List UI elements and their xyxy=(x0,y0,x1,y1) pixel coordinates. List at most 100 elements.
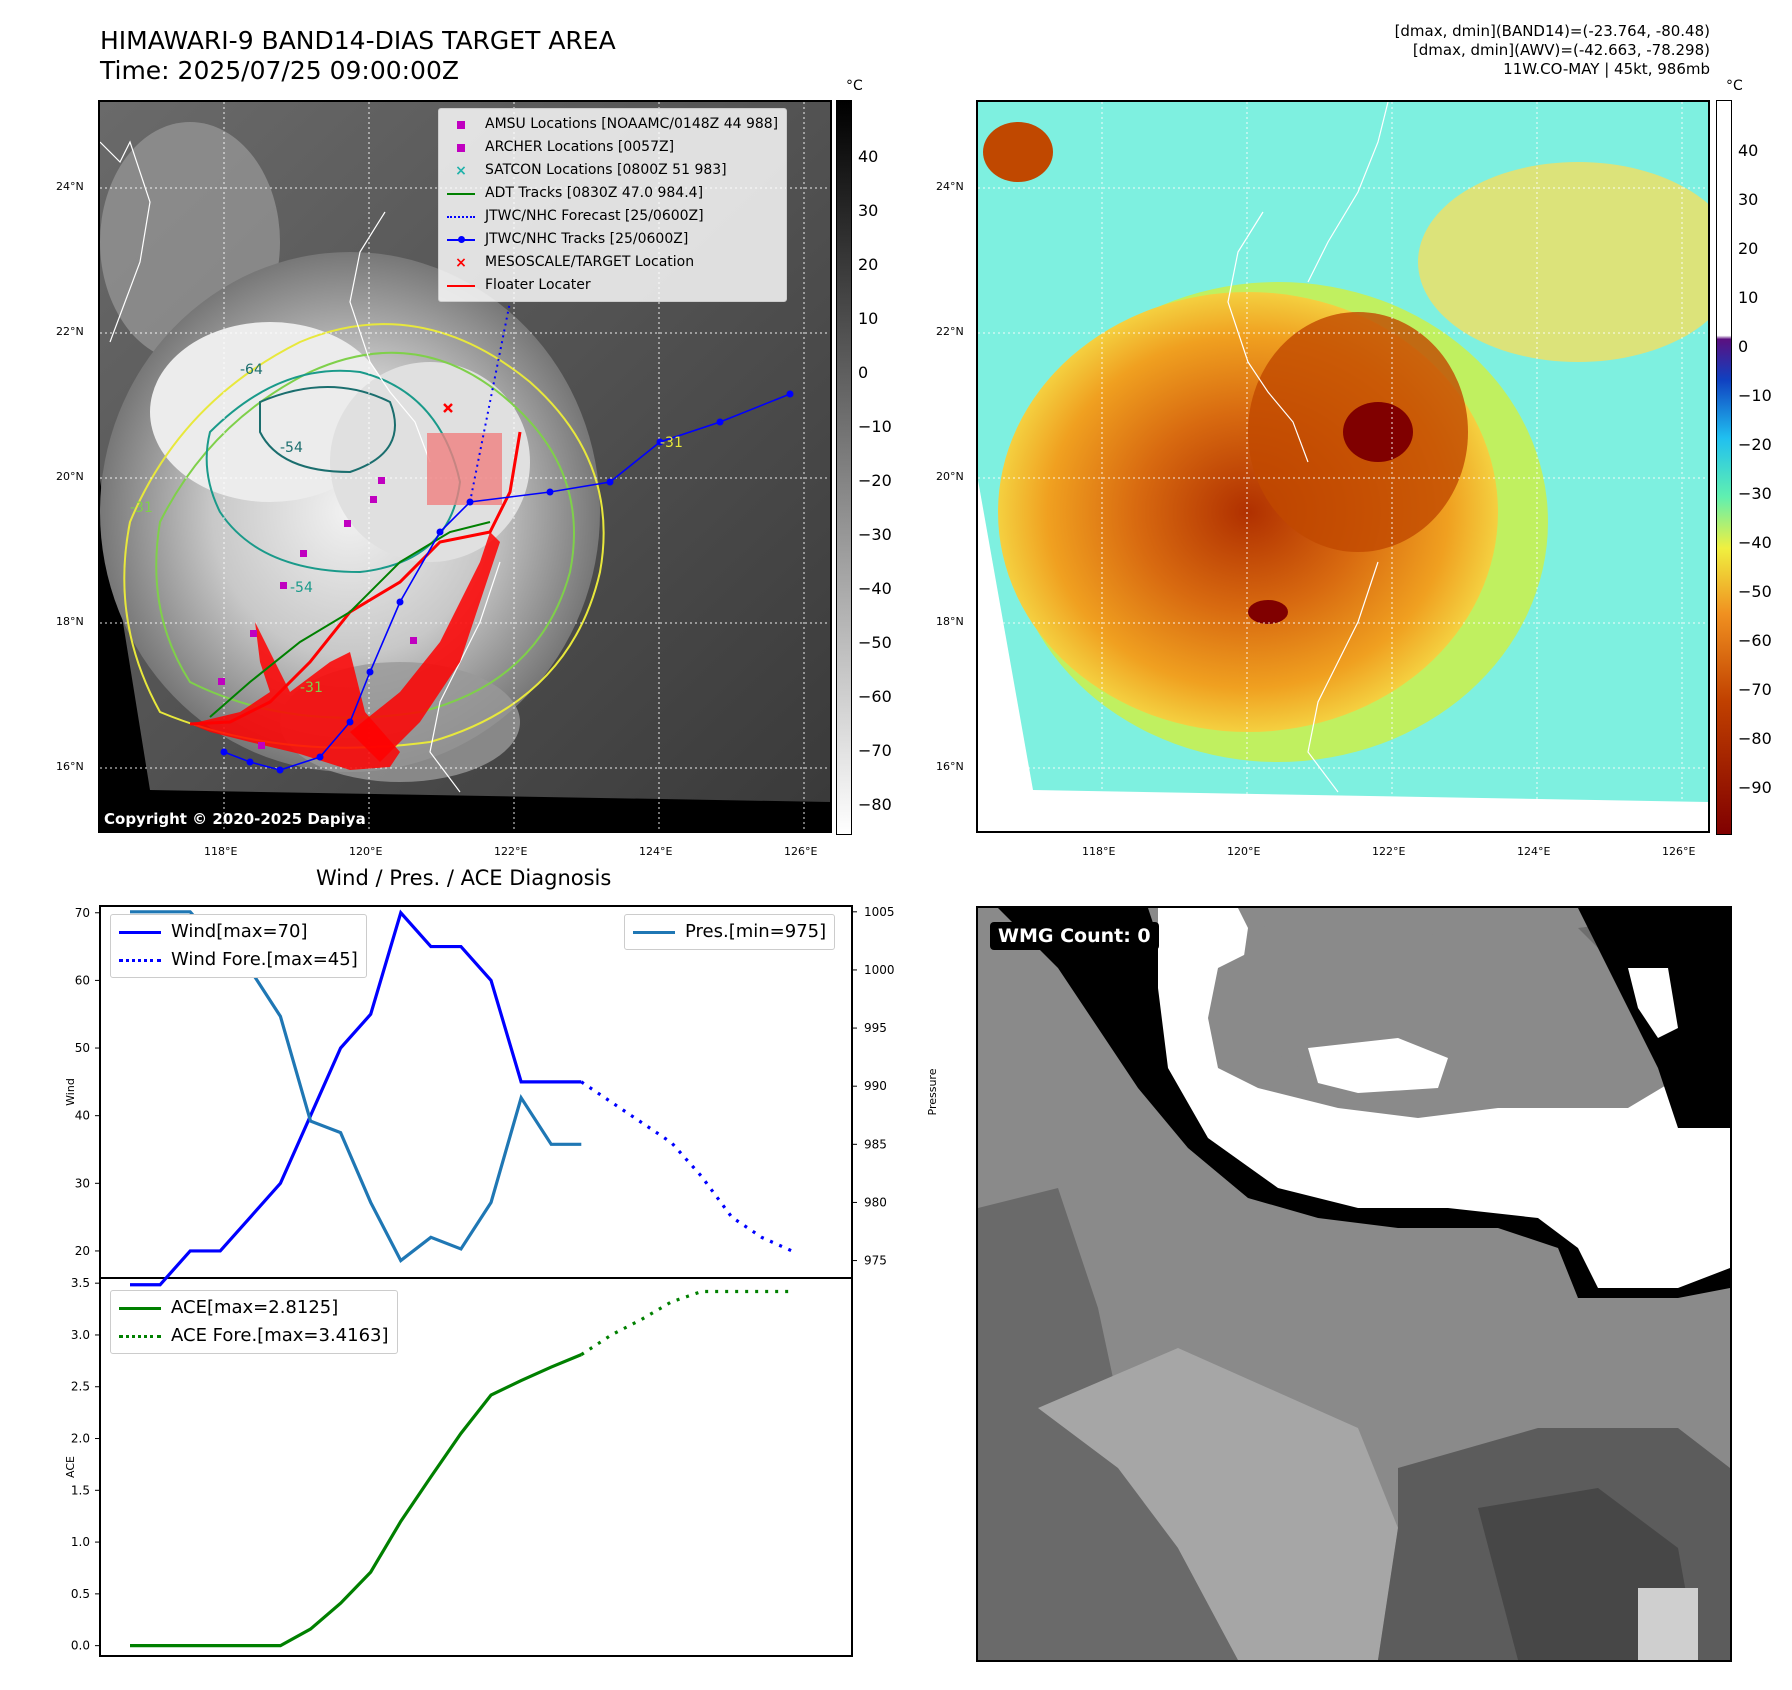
stats-line-1: [dmax, dmin](BAND14)=(-23.764, -80.48) xyxy=(1394,22,1710,40)
legend-entry-amsu: AMSU Locations [NOAAMC/0148Z 44 988] xyxy=(447,113,778,136)
colorbar-tick: −50 xyxy=(858,633,892,652)
ace-panel-frame xyxy=(99,1277,853,1657)
wmg-count-badge: WMG Count: 0 xyxy=(990,922,1159,950)
colorbar-tick: −40 xyxy=(858,579,892,598)
colorbar-tick: 0 xyxy=(858,363,869,382)
colorbar-tick: −90 xyxy=(1738,778,1772,797)
wind-tick-label: 20 xyxy=(75,1244,90,1258)
colorbar-tick: 20 xyxy=(1738,239,1759,258)
legend-label: Wind Fore.[max=45] xyxy=(171,949,358,970)
pressure-tick-label: 1005 xyxy=(864,905,895,919)
lat-tick: 18°N xyxy=(56,615,84,628)
colorbar-tick: −10 xyxy=(1738,386,1772,405)
colorbar-tick: −70 xyxy=(1738,680,1772,699)
colorbar-tick: −40 xyxy=(1738,533,1772,552)
colorbar-tick: 10 xyxy=(858,309,879,328)
lon-tick: 118°E xyxy=(1082,845,1116,858)
colorbar-tick: 0 xyxy=(1738,337,1749,356)
wind-legend: Wind[max=70] Wind Fore.[max=45] xyxy=(110,914,367,978)
ace-tick-label: 0.5 xyxy=(71,1587,90,1601)
legend-label: MESOSCALE/TARGET Location xyxy=(485,254,695,270)
copyright-label: Copyright © 2020-2025 Dapiya xyxy=(104,810,366,828)
colorbar-tick: 30 xyxy=(1738,190,1759,209)
legend-label: JTWC/NHC Forecast [25/0600Z] xyxy=(485,208,704,224)
ace-tick-label: 1.5 xyxy=(71,1483,90,1497)
pressure-legend: Pres.[min=975] xyxy=(624,914,836,950)
stats-block: [dmax, dmin](BAND14)=(-23.764, -80.48) [… xyxy=(1395,22,1710,79)
dotted-line-icon xyxy=(447,209,475,225)
colorbar-tick: −20 xyxy=(858,471,892,490)
colorbar-tick: 30 xyxy=(858,201,879,220)
lat-tick: 20°N xyxy=(936,470,964,483)
awv-map-image xyxy=(978,102,1708,831)
lat-tick: 16°N xyxy=(936,760,964,773)
ace-legend: ACE[max=2.8125] ACE Fore.[max=3.4163] xyxy=(110,1290,398,1354)
series-line-ace xyxy=(130,1353,582,1648)
line-dot-icon xyxy=(447,232,475,248)
legend-label: ACE Fore.[max=3.4163] xyxy=(171,1325,389,1346)
wind-tick-label: 70 xyxy=(75,906,90,920)
ace-tick-label: 2.0 xyxy=(71,1432,90,1446)
pressure-tick-label: 990 xyxy=(864,1079,887,1093)
lat-tick: 16°N xyxy=(56,760,84,773)
colorbar-left xyxy=(836,100,852,835)
wmg-image xyxy=(978,908,1730,1660)
series-line-wind-forecast xyxy=(580,1080,793,1253)
ace-tick-label: 3.0 xyxy=(71,1328,90,1342)
legend-entry-wind-forecast: Wind Fore.[max=45] xyxy=(119,946,358,974)
dotted-line-icon xyxy=(119,1328,161,1344)
colorbar-tick: 40 xyxy=(1738,141,1759,160)
x-marker-icon: × xyxy=(455,254,467,271)
pressure-tick-label: 995 xyxy=(864,1021,887,1035)
colorbar-tick: 40 xyxy=(858,147,879,166)
lon-tick: 126°E xyxy=(1662,845,1696,858)
wind-tick-label: 50 xyxy=(75,1041,90,1055)
map-legend: AMSU Locations [NOAAMC/0148Z 44 988] ARC… xyxy=(438,108,788,302)
contour-label: -31 xyxy=(660,435,683,451)
legend-entry-archer: ARCHER Locations [0057Z] xyxy=(447,136,778,159)
lat-tick: 20°N xyxy=(56,470,84,483)
legend-entry-wind: Wind[max=70] xyxy=(119,918,358,946)
legend-entry-jtwc-tracks: JTWC/NHC Tracks [25/0600Z] xyxy=(447,228,778,251)
colorbar-tick: −70 xyxy=(858,741,892,760)
colorbar-tick: 10 xyxy=(1738,288,1759,307)
stats-line-2: [dmax, dmin](AWV)=(-42.663, -78.298) xyxy=(1412,41,1710,59)
lat-tick: 24°N xyxy=(56,180,84,193)
colorbar-tick: −50 xyxy=(1738,582,1772,601)
wmg-panel xyxy=(976,906,1732,1662)
diagnosis-title: Wind / Pres. / ACE Diagnosis xyxy=(316,866,612,890)
wind-axis-label: Wind xyxy=(64,1078,77,1106)
colorbar-tick: −10 xyxy=(858,417,892,436)
dotted-line-icon xyxy=(119,952,161,968)
colorbar-tick: −30 xyxy=(858,525,892,544)
legend-label: JTWC/NHC Tracks [25/0600Z] xyxy=(485,231,689,247)
contour-label: -54 xyxy=(280,440,303,456)
legend-entry-floater: Floater Locater xyxy=(447,274,778,297)
ace-tick-label: 3.5 xyxy=(71,1276,90,1290)
pressure-tick-label: 1000 xyxy=(864,963,895,977)
legend-label: SATCON Locations [0800Z 51 983] xyxy=(485,162,727,178)
wind-tick-label: 30 xyxy=(75,1176,90,1190)
wind-tick-label: 60 xyxy=(75,973,90,987)
title-line-2: Time: 2025/07/25 09:00:00Z xyxy=(100,56,459,85)
series-line-ace-forecast xyxy=(580,1289,792,1356)
line-marker-icon xyxy=(119,924,161,940)
contour-label: -64 xyxy=(240,362,263,378)
pressure-axis-label: Pressure xyxy=(926,1068,939,1115)
ace-tick-label: 1.0 xyxy=(71,1535,90,1549)
legend-entry-satcon: × SATCON Locations [0800Z 51 983] xyxy=(447,159,778,182)
colorbar-tick: −30 xyxy=(1738,484,1772,503)
square-marker-icon xyxy=(447,140,475,156)
wind-pressure-chart: 70 60 50 40 30 20 1005 1000 995 990 985 980 975 Wind P… xyxy=(64,905,939,1657)
lon-tick: 126°E xyxy=(784,845,818,858)
title-line-1: HIMAWARI-9 BAND14-DIAS TARGET AREA xyxy=(100,26,616,55)
colorbar-tick: 20 xyxy=(858,255,879,274)
lon-tick: 118°E xyxy=(204,845,238,858)
legend-entry-adt: ADT Tracks [0830Z 47.0 984.4] xyxy=(447,182,778,205)
pressure-tick-label: 975 xyxy=(864,1254,887,1268)
colorbar-tick: −60 xyxy=(1738,631,1772,650)
legend-label: ARCHER Locations [0057Z] xyxy=(485,139,675,155)
legend-label: ACE[max=2.8125] xyxy=(171,1297,339,1318)
legend-entry-jtwc-forecast: JTWC/NHC Forecast [25/0600Z] xyxy=(447,205,778,228)
square-marker-icon xyxy=(447,117,475,133)
